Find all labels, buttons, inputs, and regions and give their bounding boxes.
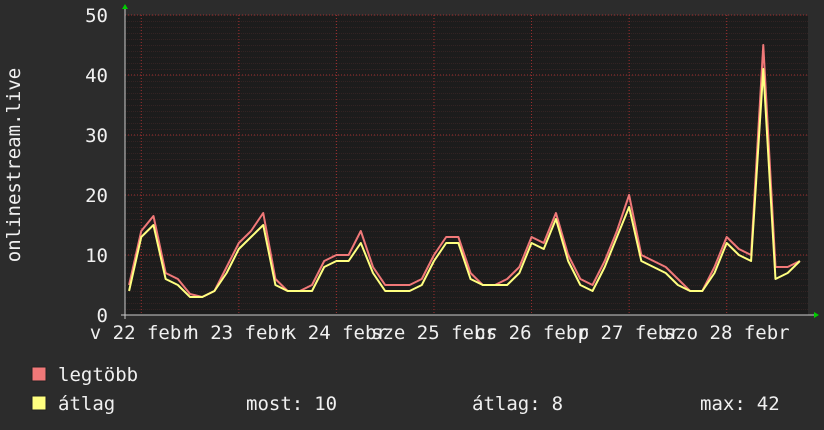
stat-value: 42 bbox=[757, 393, 780, 415]
legend-swatch bbox=[31, 395, 47, 411]
y-axis-label: onlinestream.live bbox=[3, 68, 25, 262]
legend-swatch bbox=[31, 366, 47, 382]
stat-label: átlag: bbox=[472, 393, 541, 415]
y-tick-label: 0 bbox=[97, 305, 108, 327]
x-tick-label: szo 28 febr bbox=[664, 322, 790, 344]
x-tick-label: p 27 febr bbox=[578, 322, 681, 344]
stat-value: 10 bbox=[314, 393, 337, 415]
axis-arrow bbox=[814, 312, 819, 318]
y-tick-label: 50 bbox=[85, 5, 108, 27]
y-tick-label: 10 bbox=[85, 245, 108, 267]
stat: átlag: 8 bbox=[472, 393, 563, 415]
stat-value: 8 bbox=[552, 393, 563, 415]
y-tick-label: 20 bbox=[85, 185, 108, 207]
y-tick-label: 40 bbox=[85, 65, 108, 87]
stat: most: 10 bbox=[246, 393, 337, 415]
x-tick-label: sze 25 febr bbox=[371, 322, 497, 344]
stat: max: 42 bbox=[700, 393, 780, 415]
x-tick-label: v 22 febr bbox=[90, 322, 193, 344]
legend-label: átlag bbox=[58, 393, 115, 415]
series-line bbox=[128, 68, 801, 298]
stat-label: max: bbox=[700, 393, 746, 415]
x-tick-label: k 24 febr bbox=[285, 322, 388, 344]
stat-label: most: bbox=[246, 393, 303, 415]
y-tick-label: 30 bbox=[85, 125, 108, 147]
x-tick-label: cs 26 febr bbox=[474, 322, 588, 344]
axis-arrow bbox=[122, 4, 128, 9]
legend-label: legtöbb bbox=[58, 364, 138, 386]
x-tick-label: h 23 febr bbox=[187, 322, 290, 344]
